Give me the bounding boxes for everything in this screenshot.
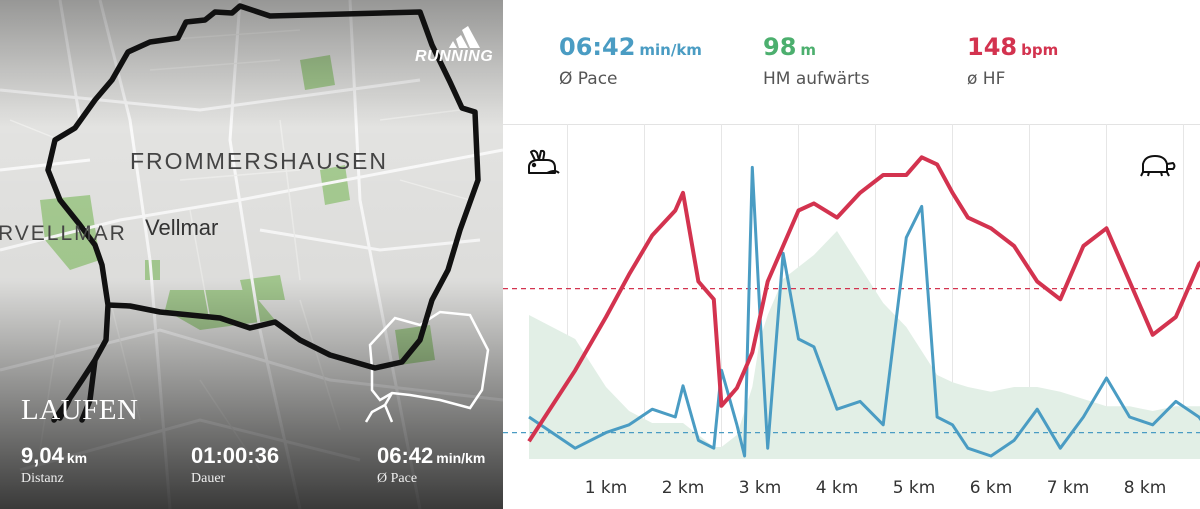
map-label-district: FROMMERSHAUSEN: [130, 148, 389, 174]
map-stat-duration: 01:00:36 Dauer: [191, 443, 279, 487]
pace-heart-rate-chart[interactable]: 1 km2 km3 km4 km5 km6 km7 km8 km9 km: [503, 124, 1200, 509]
x-tick-label: 2 km: [662, 478, 705, 498]
elevation-caption: HM aufwärts: [763, 69, 870, 89]
duration-value: 01:00:36: [191, 443, 280, 468]
heart-rate-value: 148: [967, 33, 1018, 61]
rabbit-icon: [528, 149, 560, 174]
x-tick-label: 6 km: [970, 478, 1013, 498]
activity-title: LAUFEN: [21, 394, 139, 426]
elevation-unit: m: [800, 41, 817, 59]
route-map[interactable]: FROMMERSHAUSEN Vellmar RVELLMAR RUNNING …: [0, 0, 503, 509]
header-stat-pace: 06:42 min/km Ø Pace: [559, 33, 702, 89]
pace-value: 06:42: [559, 33, 636, 61]
map-pace-unit: min/km: [436, 450, 486, 466]
elevation-area: [529, 231, 1200, 459]
pace-caption: Ø Pace: [559, 69, 618, 89]
map-label-town: Vellmar: [145, 215, 219, 240]
map-canvas[interactable]: [0, 0, 503, 509]
elevation-value: 98: [763, 33, 797, 61]
heart-rate-unit: bpm: [1021, 41, 1059, 59]
x-axis-ticks: 1 km2 km3 km4 km5 km6 km7 km8 km9 km: [585, 478, 1167, 498]
map-pace-caption: Ø Pace: [377, 471, 418, 486]
distance-unit: km: [66, 450, 88, 466]
map-pace-value: 06:42: [377, 443, 434, 468]
pace-series-line: [528, 165, 1200, 458]
x-tick-label: 5 km: [893, 478, 936, 498]
route-line: [45, 3, 481, 423]
map-stat-distance: 9,04 km Distanz: [21, 443, 87, 487]
header-stat-elevation: 98 m HM aufwärts: [763, 33, 870, 89]
header-stat-heart-rate: 148 bpm ø HF: [967, 33, 1058, 89]
map-bottom-shade: [0, 0, 503, 509]
x-tick-label: 7 km: [1047, 478, 1090, 498]
x-tick-label: 4 km: [816, 478, 859, 498]
brand-badge: RUNNING: [415, 22, 494, 66]
adidas-three-stripes-icon: [449, 26, 480, 48]
distance-value: 9,04: [21, 443, 64, 468]
distance-caption: Distanz: [21, 471, 64, 486]
stats-panel: 06:42 min/km Ø Pace 98 m HM aufwärts 148 bp…: [503, 0, 1200, 509]
x-tick-label: 3 km: [739, 478, 782, 498]
heart-rate-caption: ø HF: [967, 69, 1006, 89]
map-stat-pace: 06:42 min/km Ø Pace: [377, 443, 485, 487]
x-tick-label: 8 km: [1124, 478, 1167, 498]
brand-text: RUNNING: [415, 48, 494, 65]
duration-caption: Dauer: [191, 471, 226, 486]
x-tick-label: 1 km: [585, 478, 628, 498]
pace-unit: min/km: [639, 41, 702, 59]
heart-rate-series-line: [527, 155, 1200, 443]
turtle-icon: [1140, 155, 1176, 177]
map-label-town-left: RVELLMAR: [0, 222, 127, 245]
